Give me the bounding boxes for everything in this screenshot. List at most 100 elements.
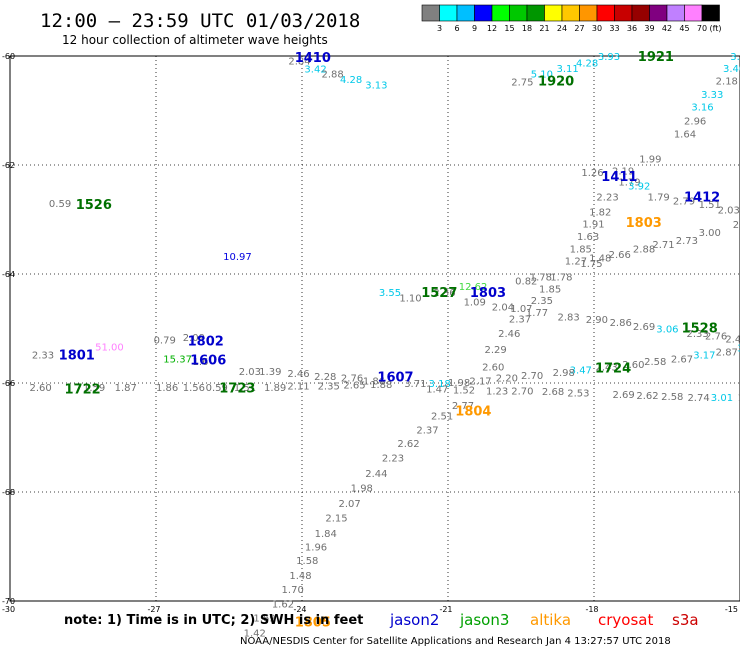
lat-tick-label: -70 bbox=[2, 597, 15, 606]
wave-height-label: 1.75 bbox=[580, 259, 602, 270]
scale-label: 33 bbox=[609, 24, 619, 33]
wave-height-label: 3.18 bbox=[429, 379, 451, 390]
wave-height-label: 1.99 bbox=[639, 154, 661, 165]
wave-height-label: 4.28 bbox=[576, 59, 598, 70]
pass-time-label: 1802 bbox=[188, 334, 224, 349]
wave-height-label: 3.40 bbox=[723, 64, 740, 75]
pass-time-label: 1410 bbox=[295, 51, 331, 66]
wave-height-label: 2.20 bbox=[496, 374, 518, 385]
wave-height-label: 1.64 bbox=[674, 129, 696, 140]
wave-height-label: 2.44 bbox=[365, 469, 387, 480]
wave-height-label: 2.43 bbox=[595, 363, 617, 374]
wave-height-label: 1.70 bbox=[282, 585, 304, 596]
map-plot: -60 -62 -64 -66 -68 -70 -27 -24 -21 -18 -15 -30 2.8… bbox=[2, 50, 740, 640]
wave-height-label: 1.23 bbox=[486, 387, 508, 398]
wave-height-label: 1.59 bbox=[83, 383, 105, 394]
pass-time-label: 1803 bbox=[470, 286, 506, 301]
lat-tick-label: -64 bbox=[2, 270, 15, 279]
scale-label: 36 bbox=[627, 24, 637, 33]
lat-tick-label: -66 bbox=[2, 379, 15, 388]
figure-title: 12:00 – 23:59 UTC 01/03/2018 bbox=[40, 10, 360, 32]
wave-height-label: 1.6 bbox=[193, 357, 209, 368]
scale-label: 21 bbox=[539, 24, 549, 33]
wave-height-label: 3.75 bbox=[730, 52, 740, 63]
scale-label: 70 bbox=[697, 24, 707, 33]
wave-height-label: 1.82 bbox=[589, 207, 611, 218]
wave-height-label: 2.46 bbox=[725, 334, 740, 345]
scale-box-10 bbox=[596, 4, 615, 22]
wave-height-label: 1.42 bbox=[244, 629, 266, 640]
wave-height-label: 1.87 bbox=[115, 383, 137, 394]
scale-box-1 bbox=[439, 4, 458, 22]
scale-label: 18 bbox=[522, 24, 532, 33]
wave-height-label: 2.11 bbox=[287, 382, 309, 393]
wave-height-label: 2.96 bbox=[684, 116, 706, 127]
wave-height-label: 2.46 bbox=[498, 329, 520, 340]
wave-height-label: 2.68 bbox=[542, 387, 564, 398]
pass-time-label: 1528 bbox=[682, 321, 718, 336]
wave-height-label: 1.52 bbox=[453, 386, 475, 397]
wave-height-label: 1.78 bbox=[530, 273, 552, 284]
legend-cryosat: cryosat bbox=[598, 611, 653, 629]
wave-height-label: 3.71 bbox=[404, 379, 426, 390]
pass-time-label: 1411 bbox=[601, 170, 637, 185]
wave-height-label: 1.48 bbox=[289, 571, 311, 582]
wave-height-label: 2.03 bbox=[718, 206, 740, 217]
pass-time-label: 1722 bbox=[65, 382, 101, 397]
wave-height-label: 2.62 bbox=[397, 439, 419, 450]
wave-height-label: 2.76 bbox=[341, 374, 363, 385]
wave-height-label: 2.75 bbox=[511, 78, 533, 89]
map-frame bbox=[9, 55, 740, 602]
wave-height-label: 2.23 bbox=[596, 193, 618, 204]
wave-height-label: 2.09 bbox=[183, 333, 205, 344]
wave-height-label: 51.00 bbox=[95, 342, 124, 353]
wave-height-label: 1.56 bbox=[183, 383, 205, 394]
wave-height-label: 1.69 bbox=[253, 613, 275, 624]
lon-tick-label: -24 bbox=[293, 605, 306, 614]
scale-box-0 bbox=[421, 4, 440, 22]
wave-height-label: 2.90 bbox=[586, 315, 608, 326]
wave-height-label: 1.07 bbox=[510, 304, 532, 315]
wave-height-label: 2.33 bbox=[686, 329, 708, 340]
wave-height-label: 2.62 bbox=[636, 391, 658, 402]
wave-height-label: 3.42 bbox=[304, 65, 326, 76]
scale-label: 12 bbox=[487, 24, 497, 33]
wave-height-label: 3.17 bbox=[693, 351, 715, 362]
wave-height-label: 2.73 bbox=[676, 236, 698, 247]
wave-height-label: 2.65 bbox=[343, 381, 365, 392]
wave-height-label: 3.16 bbox=[691, 103, 713, 114]
legend-s3a: s3a bbox=[672, 611, 699, 629]
legend-altika: altika bbox=[530, 611, 571, 629]
pass-labels: 1410 1920 1921 1526 1411 1412 1803 1527 1803 1801… bbox=[59, 50, 721, 631]
lon-tick-label: -18 bbox=[585, 605, 598, 614]
pass-time-label: 1804 bbox=[455, 404, 491, 419]
wave-height-label: 2.79 bbox=[673, 196, 695, 207]
wave-height-label: 2.71 bbox=[652, 240, 674, 251]
wave-height-label: 1.48 bbox=[589, 254, 611, 265]
graticule bbox=[10, 56, 740, 601]
wave-height-label: 2.07 bbox=[339, 499, 361, 510]
wave-height-label: 1.86 bbox=[363, 376, 385, 387]
wave-height-label: 4.28 bbox=[340, 75, 362, 86]
pass-time-label: 1607 bbox=[377, 370, 413, 385]
wave-height-label: 0.59 bbox=[49, 199, 71, 210]
wave-height-label: 1.98 bbox=[351, 484, 373, 495]
scale-box-9 bbox=[579, 4, 598, 22]
wave-height-label: 1.51 bbox=[699, 200, 721, 211]
lon-tick-label: -27 bbox=[147, 605, 160, 614]
wave-height-label: 2.60 bbox=[29, 383, 51, 394]
wave-height-label: 2.36 bbox=[433, 288, 455, 299]
scale-box-5 bbox=[509, 4, 528, 22]
scale-box-11 bbox=[614, 4, 633, 22]
color-scale: 3 6 9 12 15 18 21 24 27 30 33 36 39 42 45 70 (ft) bbox=[421, 4, 722, 33]
wave-height-label: 2.98 bbox=[553, 368, 575, 379]
scale-label: 39 bbox=[644, 24, 654, 33]
wave-height-label: 1.27 bbox=[565, 256, 587, 267]
wave-height-label: 3.13 bbox=[365, 80, 387, 91]
legend-jason2: jason2 bbox=[389, 611, 439, 629]
wave-height-label: 1.79 bbox=[648, 193, 670, 204]
scale-box-3 bbox=[474, 4, 493, 22]
pass-time-label: 1921 bbox=[638, 50, 674, 65]
figure-subtitle: 12 hour collection of altimeter wave hei… bbox=[62, 33, 328, 47]
wave-height-label: 12.62 bbox=[459, 282, 488, 293]
